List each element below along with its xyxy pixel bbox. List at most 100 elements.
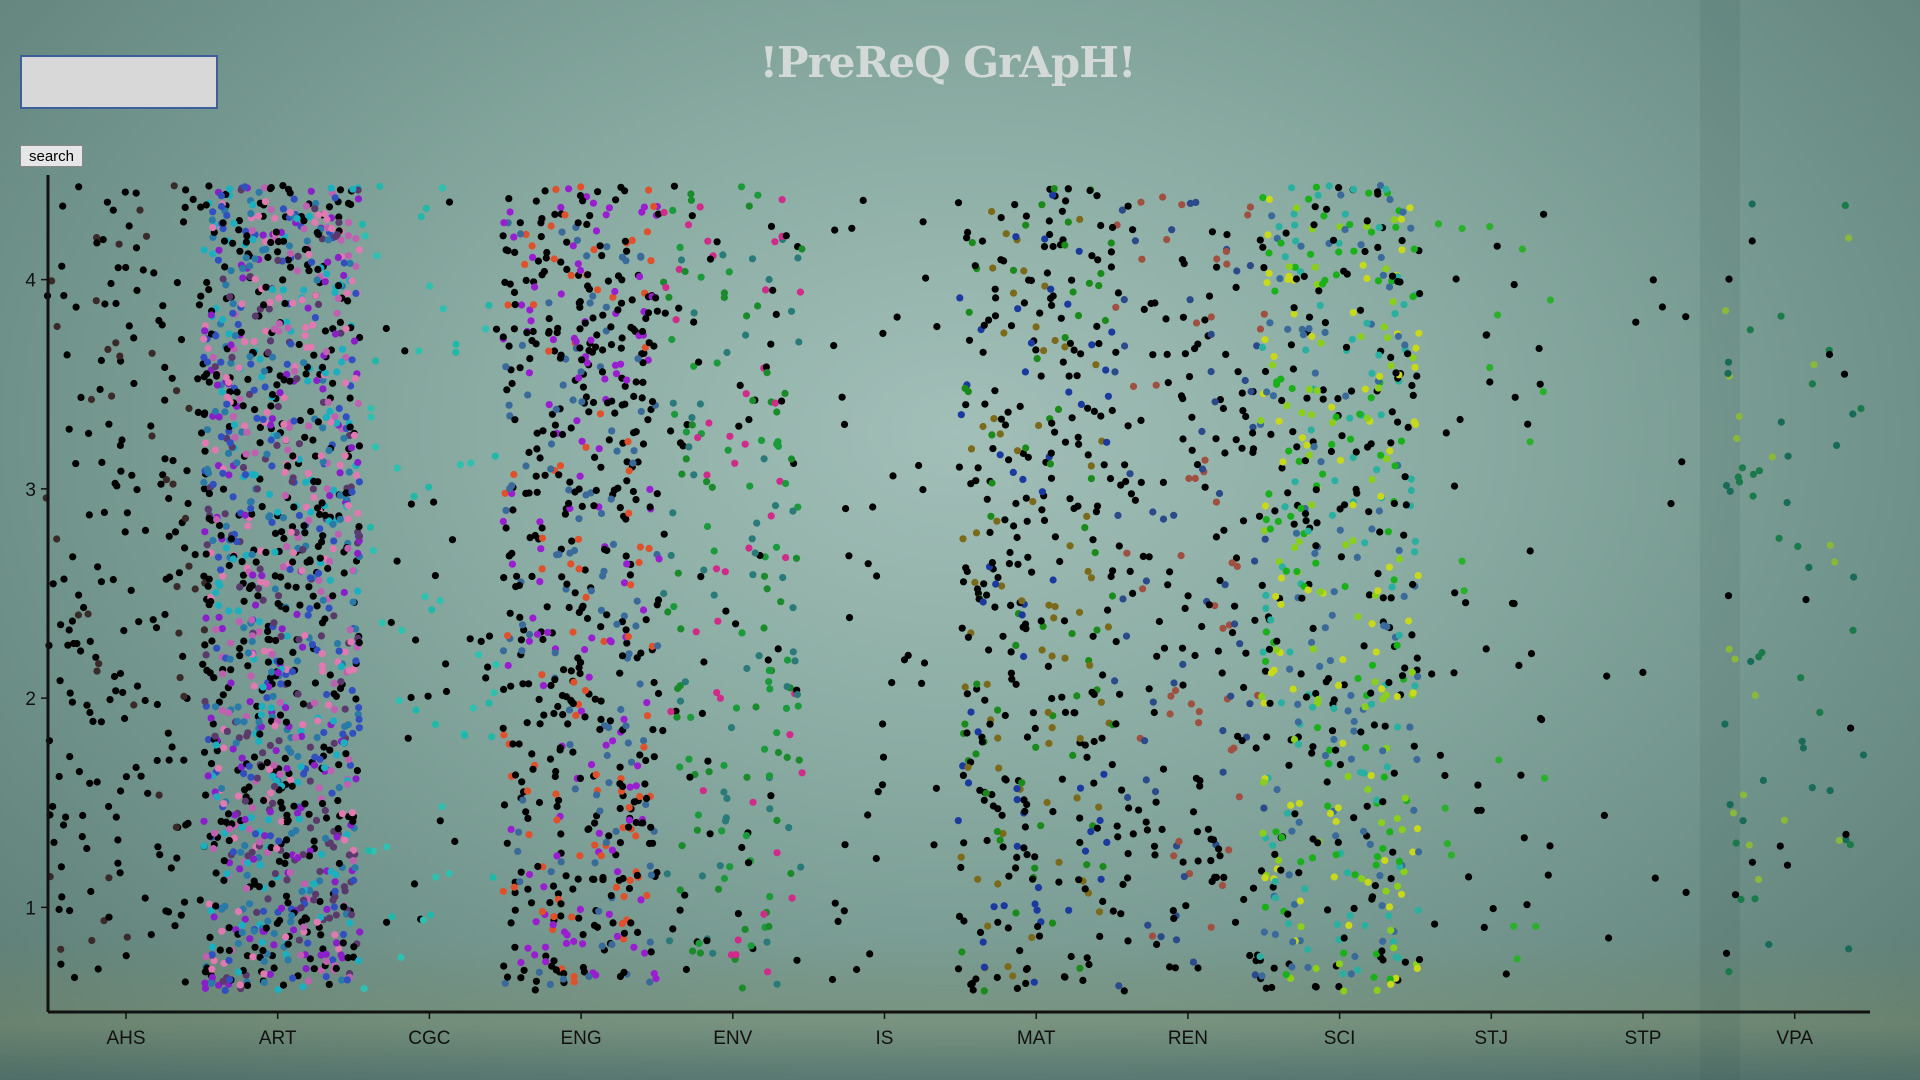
data-point-sci [1332, 832, 1340, 840]
data-point-sci [1347, 435, 1355, 443]
data-point-art [253, 774, 261, 782]
data-point-stj [1486, 364, 1494, 372]
data-point-art [297, 727, 305, 735]
data-point-eng [538, 671, 546, 679]
data-point-eng [506, 208, 514, 216]
data-point-art [239, 571, 248, 579]
data-point-art [340, 434, 348, 442]
data-point-sci [1363, 274, 1371, 283]
data-point-vpa [1745, 841, 1753, 849]
data-point-eng [642, 314, 650, 323]
data-point-eng [654, 210, 663, 218]
data-point-sci [1347, 755, 1355, 763]
data-point-ahs [114, 859, 122, 867]
data-point-art [301, 529, 309, 537]
data-point-env [794, 702, 802, 710]
data-point-eng [557, 900, 565, 908]
data-point-art [344, 232, 352, 240]
data-point-art [347, 911, 356, 919]
data-point-env [668, 335, 676, 344]
search-input[interactable] [20, 55, 218, 109]
data-point-mat [1107, 572, 1115, 581]
data-point-eng [620, 968, 628, 977]
data-point-env [706, 255, 715, 263]
data-point-sci [1305, 313, 1314, 321]
data-point-eng [644, 309, 653, 317]
data-point-art [201, 439, 210, 447]
data-point-cgc [467, 459, 475, 467]
data-point-ahs [177, 336, 186, 344]
data-point-art [219, 977, 227, 985]
data-point-art [275, 837, 283, 845]
data-point-env [676, 243, 684, 251]
data-point-sci [1275, 223, 1283, 231]
data-point-eng [502, 506, 510, 514]
data-point-mat [986, 528, 994, 537]
data-point-art [217, 192, 225, 200]
data-point-art [317, 587, 325, 596]
data-point-art [286, 868, 294, 877]
data-point-art [354, 399, 362, 408]
data-point-cgc [445, 870, 453, 878]
data-point-mat [1065, 372, 1073, 380]
search-button[interactable]: search [20, 145, 83, 167]
data-point-art [355, 724, 363, 732]
data-point-sci [1256, 952, 1264, 961]
data-point-art [325, 701, 333, 709]
data-point-art [327, 868, 335, 876]
data-point-art [241, 797, 249, 805]
data-point-eng [584, 282, 592, 290]
data-point-art [268, 353, 277, 361]
data-point-ahs [115, 240, 123, 248]
data-point-art [284, 899, 292, 907]
data-point-ren [1213, 263, 1221, 271]
data-point-sci [1393, 814, 1401, 823]
data-point-eng [623, 376, 631, 384]
data-point-mat [992, 580, 1000, 588]
data-point-eng [563, 580, 571, 588]
data-point-sci [1322, 678, 1330, 686]
data-point-eng [506, 412, 514, 420]
data-point-ren [1142, 776, 1150, 784]
data-point-art [241, 842, 249, 850]
data-point-art [268, 415, 276, 423]
data-point-sci [1335, 184, 1343, 192]
data-point-sci [1262, 591, 1270, 600]
data-point-ahs [105, 420, 113, 428]
data-point-art [203, 358, 212, 366]
data-point-art [243, 232, 251, 240]
data-point-env [670, 603, 678, 611]
data-point-mat [1109, 907, 1117, 915]
data-point-mat [1006, 548, 1014, 557]
data-point-mat [999, 632, 1007, 640]
data-point-env [791, 657, 799, 665]
data-point-vpa [1747, 657, 1755, 666]
data-point-art [299, 983, 307, 991]
data-point-art [325, 604, 333, 612]
data-point-art [205, 515, 213, 523]
data-point-eng [604, 399, 612, 407]
data-point-eng [585, 408, 593, 416]
data-point-art [260, 957, 268, 966]
data-point-ren [1242, 649, 1250, 657]
data-point-art [262, 924, 270, 932]
data-point-eng [619, 782, 627, 791]
data-point-eng [538, 215, 546, 223]
data-point-eng [652, 975, 660, 983]
data-point-sci [1407, 224, 1415, 232]
data-point-ren [1239, 517, 1248, 525]
data-point-sci [1376, 872, 1384, 880]
data-point-sci [1277, 699, 1286, 707]
data-point-eng [576, 669, 584, 678]
data-point-mat [1022, 221, 1030, 229]
data-point-art [281, 859, 289, 868]
data-point-eng [544, 628, 552, 637]
data-point-sci [1267, 430, 1275, 438]
data-point-ahs [173, 279, 181, 287]
data-point-art [282, 852, 290, 860]
data-point-stj [1540, 210, 1548, 218]
data-point-is [878, 781, 887, 789]
data-point-art [282, 892, 291, 900]
data-point-art [266, 832, 274, 840]
data-point-sci [1312, 689, 1320, 698]
